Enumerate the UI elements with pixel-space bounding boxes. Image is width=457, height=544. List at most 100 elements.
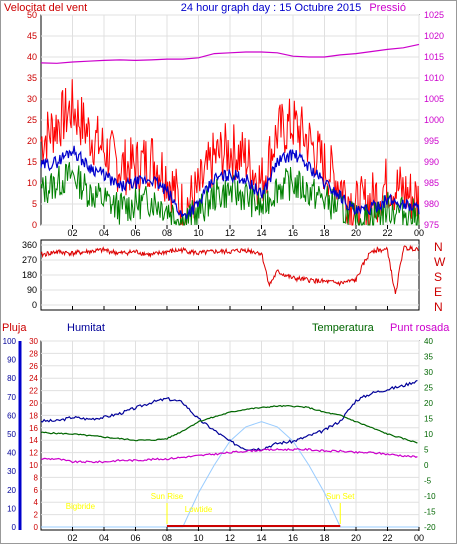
sunset-label: Sun Set <box>326 492 355 501</box>
pressure-y-label: 1010 <box>424 73 444 83</box>
compass-letter: W <box>434 255 446 269</box>
pressure-y-label: 1025 <box>424 10 444 20</box>
thermo-x-label: 16 <box>288 533 298 543</box>
temperature-y-label: 35 <box>424 353 433 362</box>
humidity-y-label: 80 <box>7 374 16 383</box>
wind-y-label: 20 <box>27 136 37 146</box>
rain-y-label: 26 <box>29 362 38 371</box>
rain-y-label: 24 <box>29 374 38 383</box>
wind-axis-label: Velocitat del vent <box>4 2 87 14</box>
humidity-y-label: 100 <box>3 337 17 346</box>
lowtide-label: Lowtide <box>185 505 213 514</box>
wind-y-label: 25 <box>27 115 37 125</box>
thermo-x-label: 02 <box>67 533 77 543</box>
direction-y-label: 180 <box>22 270 37 280</box>
temperature-y-label: 40 <box>424 337 433 346</box>
pressure-axis-label: Pressió <box>369 2 406 14</box>
pressure-y-label: 1020 <box>424 31 444 41</box>
thermo-x-label: 18 <box>319 533 329 543</box>
temperature-y-label: 5 <box>424 446 429 455</box>
temperature-y-label: 25 <box>424 384 433 393</box>
wind-x-label: 18 <box>319 228 329 238</box>
rain-y-label: 14 <box>29 436 38 445</box>
rain-y-label: 2 <box>34 511 39 520</box>
thermo-x-label: 06 <box>130 533 140 543</box>
rain-y-label: 0 <box>34 523 39 532</box>
wind-x-label: 14 <box>256 228 266 238</box>
humidity-y-label: 50 <box>7 430 16 439</box>
wind-x-label: 00 <box>414 228 424 238</box>
pressure-y-label: 980 <box>424 199 439 209</box>
wind-x-label: 16 <box>288 228 298 238</box>
rain-y-label: 22 <box>29 387 38 396</box>
humidity-y-label: 10 <box>7 504 16 513</box>
pressure-y-label: 1015 <box>424 52 444 62</box>
rain-y-label: 10 <box>29 461 38 470</box>
direction-y-label: 0 <box>32 300 37 310</box>
temperature-y-label: -5 <box>424 477 432 486</box>
compass-letter: N <box>434 240 443 254</box>
wind-y-label: 40 <box>27 52 37 62</box>
pressure-y-label: 985 <box>424 178 439 188</box>
humidity-line <box>40 379 418 452</box>
rain-y-label: 12 <box>29 449 38 458</box>
wind-y-label: 0 <box>32 220 37 230</box>
thermo-x-label: 20 <box>351 533 361 543</box>
rain-y-label: 8 <box>34 473 39 482</box>
pressure-y-label: 990 <box>424 157 439 167</box>
thermo-x-label: 08 <box>162 533 172 543</box>
wind-y-label: 45 <box>27 31 37 41</box>
chart-title: 24 hour graph day : 15 Octubre 2015 <box>181 2 361 14</box>
humidity-y-label: 60 <box>7 411 16 420</box>
humidity-axis-label: Humitat <box>67 322 105 334</box>
bigbride-label: Bigbride <box>66 502 96 511</box>
humidity-y-label: 70 <box>7 393 16 402</box>
thermo-x-label: 14 <box>256 533 266 543</box>
temperature-axis-label: Temperatura <box>312 322 375 334</box>
rain-y-label: 4 <box>34 498 39 507</box>
dew-axis-label: Punt rosada <box>390 322 450 334</box>
wind-y-label: 50 <box>27 10 37 20</box>
wind-x-label: 22 <box>382 228 392 238</box>
pressure-y-label: 975 <box>424 220 439 230</box>
wind-x-label: 02 <box>67 228 77 238</box>
humidity-y-label: 20 <box>7 486 16 495</box>
wind-x-label: 12 <box>225 228 235 238</box>
direction-y-label: 360 <box>22 240 37 250</box>
temperature-y-label: 30 <box>424 368 433 377</box>
wind-x-label: 04 <box>99 228 109 238</box>
temperature-y-label: 15 <box>424 415 433 424</box>
thermo-x-label: 10 <box>193 533 203 543</box>
rain-y-label: 28 <box>29 349 38 358</box>
humidity-y-label: 90 <box>7 356 16 365</box>
rain-y-label: 30 <box>29 337 38 346</box>
wind-x-label: 06 <box>130 228 140 238</box>
thermo-x-label: 00 <box>414 533 424 543</box>
pressure-y-label: 1005 <box>424 94 444 104</box>
pressure-y-label: 1000 <box>424 115 444 125</box>
wind-y-label: 30 <box>27 94 37 104</box>
temperature-y-label: 20 <box>424 399 433 408</box>
compass-letter: N <box>434 300 443 314</box>
rain-y-label: 20 <box>29 399 38 408</box>
rain-y-label: 6 <box>34 486 39 495</box>
wind-y-label: 5 <box>32 199 37 209</box>
wind-x-label: 08 <box>162 228 172 238</box>
temperature-y-label: 0 <box>424 461 429 470</box>
wind-y-label: 10 <box>27 178 37 188</box>
wind-gust-line <box>40 79 420 226</box>
temperature-y-label: -20 <box>424 523 436 532</box>
pressure-y-label: 995 <box>424 136 439 146</box>
rain-axis-label: Pluja <box>2 322 27 334</box>
pressure-line <box>40 43 420 64</box>
temperature-y-label: 10 <box>424 430 433 439</box>
direction-y-label: 270 <box>22 255 37 265</box>
humidity-y-label: 30 <box>7 467 16 476</box>
wind-speed-line <box>40 162 420 226</box>
temperature-y-label: -15 <box>424 508 436 517</box>
dew-point-line <box>40 447 418 464</box>
direction-y-label: 90 <box>27 285 37 295</box>
temperature-line <box>40 404 418 444</box>
